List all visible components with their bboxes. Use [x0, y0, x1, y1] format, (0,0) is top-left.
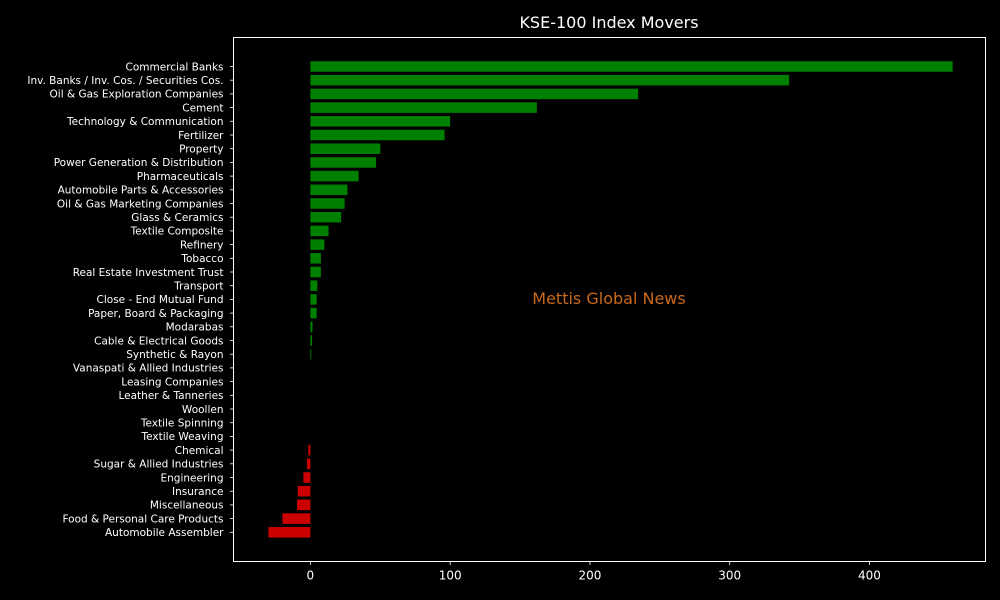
- bar: [310, 266, 321, 278]
- category-label: Modarabas: [166, 322, 224, 334]
- category-label: Insurance: [172, 486, 224, 498]
- bar: [310, 102, 537, 113]
- category-label: Property: [179, 144, 223, 156]
- x-tick-label: 400: [858, 569, 881, 583]
- category-label: Miscellaneous: [150, 500, 224, 512]
- bar: [310, 198, 345, 209]
- category-label: Leather & Tanneries: [118, 390, 223, 402]
- category-label: Inv. Banks / Inv. Cos. / Securities Cos.: [27, 75, 223, 87]
- bar: [310, 335, 313, 346]
- x-tick-label: 200: [578, 569, 601, 583]
- bar: [306, 458, 311, 470]
- bar: [310, 157, 377, 168]
- category-label: Oil & Gas Exploration Companies: [50, 89, 224, 101]
- bar: [310, 307, 317, 319]
- category-label: Automobile Parts & Accessories: [58, 185, 224, 197]
- x-tick-label: 0: [307, 569, 315, 583]
- category-label: Food & Personal Care Products: [62, 513, 223, 525]
- category-label: Refinery: [180, 239, 224, 251]
- bar: [310, 253, 321, 264]
- category-label: Engineering: [161, 472, 224, 484]
- bar: [308, 444, 311, 456]
- bar: [310, 321, 313, 333]
- category-label: Glass & Ceramics: [131, 212, 223, 224]
- category-label: Cable & Electrical Goods: [94, 335, 223, 347]
- bar: [310, 280, 318, 291]
- bars-layer: [268, 61, 953, 538]
- category-label: Power Generation & Distribution: [54, 157, 224, 169]
- bar: [310, 239, 325, 250]
- category-label: Technology & Communication: [66, 116, 223, 128]
- category-label: Textile Weaving: [141, 431, 224, 443]
- category-label: Commercial Banks: [126, 61, 224, 73]
- bar: [310, 61, 953, 72]
- category-labels: Commercial Banks Inv. Banks / Inv. Cos. /…: [27, 61, 234, 539]
- category-label: Oil & Gas Marketing Companies: [57, 198, 224, 210]
- x-tick-label: 300: [718, 569, 741, 583]
- category-label: Chemical: [175, 445, 224, 457]
- category-label: Woollen: [182, 404, 224, 416]
- category-label: Leasing Companies: [121, 376, 223, 388]
- bar: [268, 527, 311, 538]
- bar: [297, 499, 311, 511]
- x-tick-label: 100: [439, 569, 462, 583]
- category-label: Paper, Board & Packaging: [88, 308, 223, 320]
- bar: [303, 472, 311, 483]
- plot-frame: [233, 37, 986, 562]
- bar: [310, 294, 317, 305]
- bar: [310, 116, 451, 127]
- category-label: Vanaspati & Allied Industries: [73, 363, 224, 375]
- category-label: Synthetic & Rayon: [126, 349, 223, 361]
- bar: [310, 170, 359, 182]
- bar: [310, 225, 329, 237]
- bar: [310, 74, 790, 86]
- bar: [310, 88, 639, 100]
- category-label: Tobacco: [180, 253, 223, 265]
- category-label: Real Estate Investment Trust: [73, 267, 224, 279]
- bar: [310, 184, 348, 196]
- watermark: Mettis Global News: [532, 289, 685, 308]
- bar: [310, 211, 342, 223]
- bar: [282, 513, 311, 524]
- x-axis-ticks: 0 100 200 300 400: [307, 561, 881, 583]
- category-label: Close - End Mutual Fund: [97, 294, 224, 306]
- category-label: Transport: [173, 281, 223, 293]
- category-label: Textile Spinning: [140, 418, 224, 430]
- bar: [310, 129, 445, 141]
- category-label: Cement: [182, 102, 223, 114]
- category-label: Fertilizer: [178, 130, 224, 142]
- category-label: Automobile Assembler: [105, 527, 224, 539]
- category-label: Sugar & Allied Industries: [94, 459, 224, 471]
- category-label: Textile Composite: [130, 226, 224, 238]
- bar: [310, 143, 381, 154]
- bar: [310, 348, 312, 360]
- chart-title: KSE-100 Index Movers: [519, 13, 698, 32]
- category-label: Pharmaceuticals: [137, 171, 224, 183]
- bar: [297, 485, 311, 497]
